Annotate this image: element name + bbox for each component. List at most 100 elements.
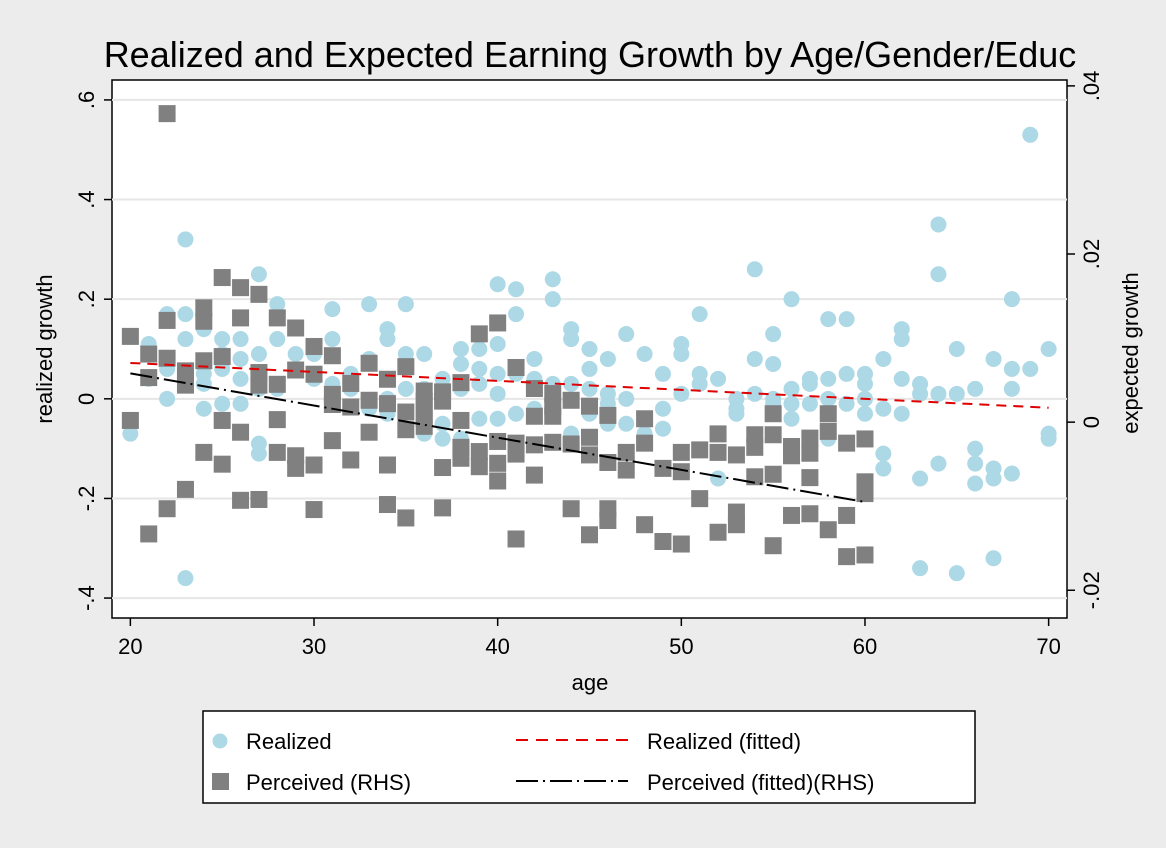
realized-point — [379, 331, 396, 348]
perceived-point — [268, 309, 286, 327]
perceived-point — [360, 391, 378, 409]
realized-point — [397, 345, 414, 362]
realized-point — [434, 430, 451, 447]
legend-realized-fit-label: Realized (fitted) — [647, 729, 801, 754]
perceived-point — [250, 490, 268, 508]
realized-point — [856, 405, 873, 422]
realized-point — [1003, 465, 1020, 482]
perceived-point — [636, 516, 654, 534]
y-tick-label-left: -.4 — [74, 585, 99, 611]
realized-point — [232, 395, 249, 412]
perceived-point — [452, 411, 470, 429]
y-tick-label-left: -.2 — [74, 486, 99, 512]
realized-point — [489, 385, 506, 402]
realized-point — [324, 331, 341, 348]
perceived-series — [121, 105, 874, 566]
perceived-point — [838, 548, 856, 566]
perceived-point — [489, 432, 507, 450]
realized-point — [544, 271, 561, 288]
legend-realized-marker — [212, 733, 228, 749]
perceived-point — [617, 461, 635, 479]
realized-point — [195, 400, 212, 417]
realized-point — [893, 370, 910, 387]
perceived-point — [452, 449, 470, 467]
realized-point — [838, 395, 855, 412]
x-tick-label: 40 — [485, 634, 509, 659]
realized-point — [820, 390, 837, 407]
perceived-point — [636, 434, 654, 452]
realized-point — [1003, 380, 1020, 397]
perceived-point — [525, 407, 543, 425]
perceived-point — [709, 443, 727, 461]
realized-point — [1003, 291, 1020, 308]
realized-point — [250, 445, 267, 462]
realized-point — [893, 331, 910, 348]
perceived-point — [342, 451, 360, 469]
realized-point — [177, 306, 194, 323]
realized-point — [177, 231, 194, 248]
perceived-point — [581, 397, 598, 415]
realized-point — [875, 460, 892, 477]
realized-point — [1003, 360, 1020, 377]
realized-point — [691, 375, 708, 392]
perceived-point — [305, 337, 323, 355]
realized-point — [856, 375, 873, 392]
perceived-point — [470, 443, 488, 461]
realized-point — [287, 345, 304, 362]
perceived-point — [470, 325, 488, 343]
perceived-point — [727, 516, 745, 534]
perceived-point — [397, 358, 415, 376]
perceived-point — [507, 358, 525, 376]
y-axis-right: -.02 0 .02 .04 — [1067, 71, 1104, 609]
perceived-point — [599, 511, 617, 529]
legend: Realized Realized (fitted) Perceived (RH… — [202, 710, 976, 804]
realized-point — [618, 326, 635, 343]
realized-point — [746, 261, 763, 278]
legend-perceived-label: Perceived (RHS) — [246, 770, 411, 795]
realized-point — [489, 336, 506, 353]
realized-point — [875, 400, 892, 417]
realized-point — [452, 355, 469, 372]
realized-point — [948, 341, 965, 357]
perceived-point — [727, 446, 745, 464]
realized-point — [765, 355, 782, 372]
perceived-point — [507, 445, 525, 463]
perceived-point — [672, 443, 690, 461]
perceived-point — [636, 410, 654, 428]
realized-point — [1040, 430, 1057, 447]
realized-point — [1040, 341, 1057, 357]
perceived-point — [268, 411, 286, 429]
y-tick-label-right: -.02 — [1079, 571, 1104, 609]
realized-point — [783, 291, 800, 308]
perceived-point — [470, 458, 488, 476]
realized-point — [508, 281, 525, 298]
x-axis: 20 30 40 50 60 70 — [118, 618, 1061, 659]
realized-point — [232, 331, 249, 348]
perceived-point — [232, 279, 250, 297]
realized-point — [563, 331, 580, 348]
perceived-point — [140, 345, 158, 363]
realized-point — [801, 375, 818, 392]
realized-point — [489, 365, 506, 382]
realized-point — [985, 550, 1002, 567]
realized-point — [397, 296, 414, 313]
realized-point — [250, 345, 267, 362]
realized-point — [948, 565, 965, 582]
realized-point — [985, 350, 1002, 367]
realized-point — [820, 370, 837, 387]
realized-point — [948, 385, 965, 402]
perceived-point — [305, 365, 323, 383]
perceived-point — [654, 533, 672, 551]
realized-point — [985, 470, 1002, 487]
realized-point — [214, 331, 231, 348]
legend-perceived-fit-label: Perceived (fitted)(RHS) — [647, 770, 874, 795]
realized-point — [875, 445, 892, 462]
perceived-point — [250, 285, 268, 303]
perceived-point — [764, 537, 782, 555]
realized-point — [783, 410, 800, 427]
perceived-point — [544, 407, 562, 425]
perceived-point — [195, 352, 213, 370]
perceived-point — [397, 421, 415, 439]
realized-point — [728, 405, 745, 422]
perceived-point — [434, 499, 452, 517]
